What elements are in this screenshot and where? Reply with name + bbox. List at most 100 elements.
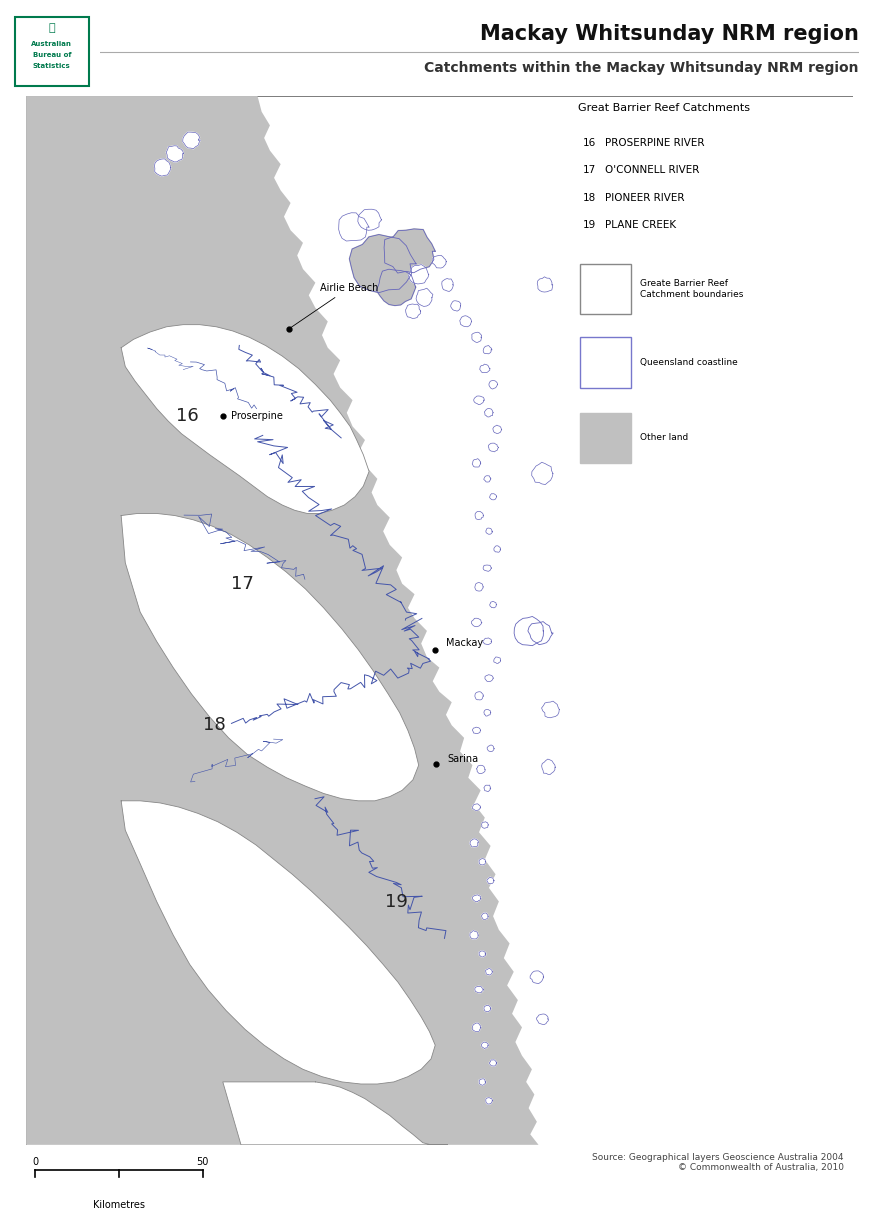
Polygon shape <box>529 971 543 984</box>
Polygon shape <box>441 278 453 292</box>
Polygon shape <box>484 409 493 417</box>
Polygon shape <box>487 878 494 884</box>
Polygon shape <box>482 565 491 571</box>
Text: Proserpine: Proserpine <box>231 411 282 421</box>
Polygon shape <box>489 494 496 500</box>
Text: Greate Barrier Reef
Catchment boundaries: Greate Barrier Reef Catchment boundaries <box>640 279 743 299</box>
Polygon shape <box>471 618 481 627</box>
Text: 16: 16 <box>581 138 595 148</box>
Polygon shape <box>488 380 497 389</box>
Polygon shape <box>474 986 483 993</box>
Polygon shape <box>537 277 552 292</box>
Polygon shape <box>474 396 484 405</box>
Text: Queensland coastline: Queensland coastline <box>640 358 737 367</box>
Polygon shape <box>527 622 553 645</box>
Polygon shape <box>357 209 381 230</box>
Text: Other land: Other land <box>640 433 687 442</box>
Polygon shape <box>408 265 428 284</box>
Polygon shape <box>536 1014 547 1024</box>
Polygon shape <box>531 463 553 485</box>
Text: Source: Geographical layers Geoscience Australia 2004
© Commonwealth of Australi: Source: Geographical layers Geoscience A… <box>592 1152 843 1172</box>
Text: Catchments within the Mackay Whitsunday NRM region: Catchments within the Mackay Whitsunday … <box>424 60 858 75</box>
Text: 18: 18 <box>581 192 595 203</box>
Polygon shape <box>121 513 418 801</box>
Text: Airlie Beach: Airlie Beach <box>291 283 377 327</box>
Text: 50: 50 <box>196 1157 209 1167</box>
Polygon shape <box>155 159 170 176</box>
Text: Kilometres: Kilometres <box>93 1199 144 1210</box>
Polygon shape <box>383 229 434 273</box>
Polygon shape <box>469 838 478 847</box>
Text: 16: 16 <box>176 407 198 425</box>
Polygon shape <box>472 459 481 467</box>
Text: 18: 18 <box>203 716 226 735</box>
Polygon shape <box>482 638 491 645</box>
Polygon shape <box>485 1098 492 1104</box>
Text: Sarina: Sarina <box>447 753 478 764</box>
Polygon shape <box>432 255 446 268</box>
Polygon shape <box>472 804 480 810</box>
Polygon shape <box>472 1023 481 1032</box>
Text: 19: 19 <box>581 220 595 230</box>
Polygon shape <box>482 346 491 353</box>
Polygon shape <box>166 145 183 162</box>
Text: Statistics: Statistics <box>33 64 70 69</box>
Polygon shape <box>472 728 480 734</box>
Polygon shape <box>469 931 478 939</box>
Polygon shape <box>481 913 488 920</box>
Polygon shape <box>471 332 481 342</box>
Polygon shape <box>489 1060 496 1066</box>
Polygon shape <box>485 969 492 975</box>
Polygon shape <box>405 304 421 319</box>
Polygon shape <box>474 692 483 700</box>
Polygon shape <box>488 443 498 452</box>
Polygon shape <box>483 1006 490 1012</box>
Bar <box>569 98 852 521</box>
Polygon shape <box>415 288 433 307</box>
Polygon shape <box>489 602 496 608</box>
Polygon shape <box>474 582 482 591</box>
Polygon shape <box>494 657 500 664</box>
Polygon shape <box>121 801 434 1085</box>
Polygon shape <box>479 952 485 956</box>
Text: Bureau of: Bureau of <box>32 53 71 58</box>
Bar <box>580 337 630 388</box>
Polygon shape <box>349 235 415 293</box>
Polygon shape <box>487 745 494 752</box>
Polygon shape <box>475 766 485 773</box>
Polygon shape <box>479 1078 485 1086</box>
Polygon shape <box>484 675 493 682</box>
Text: Great Barrier Reef Catchments: Great Barrier Reef Catchments <box>578 103 749 113</box>
Bar <box>580 412 630 463</box>
Polygon shape <box>485 528 492 534</box>
Polygon shape <box>541 702 559 718</box>
Text: 0: 0 <box>32 1157 38 1167</box>
Text: 17: 17 <box>581 165 595 175</box>
Polygon shape <box>474 511 483 519</box>
Text: Australian: Australian <box>31 42 72 47</box>
Polygon shape <box>222 1082 447 1145</box>
Polygon shape <box>483 785 490 792</box>
Polygon shape <box>182 132 200 149</box>
Text: Mackay Whitsunday NRM region: Mackay Whitsunday NRM region <box>480 23 858 43</box>
Text: PIONEER RIVER: PIONEER RIVER <box>604 192 683 203</box>
Text: PLANE CREEK: PLANE CREEK <box>604 220 675 230</box>
Polygon shape <box>494 545 500 553</box>
Text: 🌳: 🌳 <box>49 23 55 33</box>
Polygon shape <box>376 270 415 305</box>
Polygon shape <box>514 617 543 645</box>
Polygon shape <box>459 315 471 326</box>
Polygon shape <box>479 858 485 865</box>
Bar <box>580 263 630 314</box>
Polygon shape <box>338 213 368 241</box>
Polygon shape <box>121 325 368 513</box>
Polygon shape <box>481 822 488 828</box>
Polygon shape <box>492 425 501 433</box>
Polygon shape <box>450 300 461 311</box>
Polygon shape <box>479 364 489 373</box>
Text: 19: 19 <box>384 892 408 911</box>
Text: 17: 17 <box>231 575 254 592</box>
Polygon shape <box>483 709 490 716</box>
Polygon shape <box>483 475 490 483</box>
Text: PROSERPINE RIVER: PROSERPINE RIVER <box>604 138 703 148</box>
